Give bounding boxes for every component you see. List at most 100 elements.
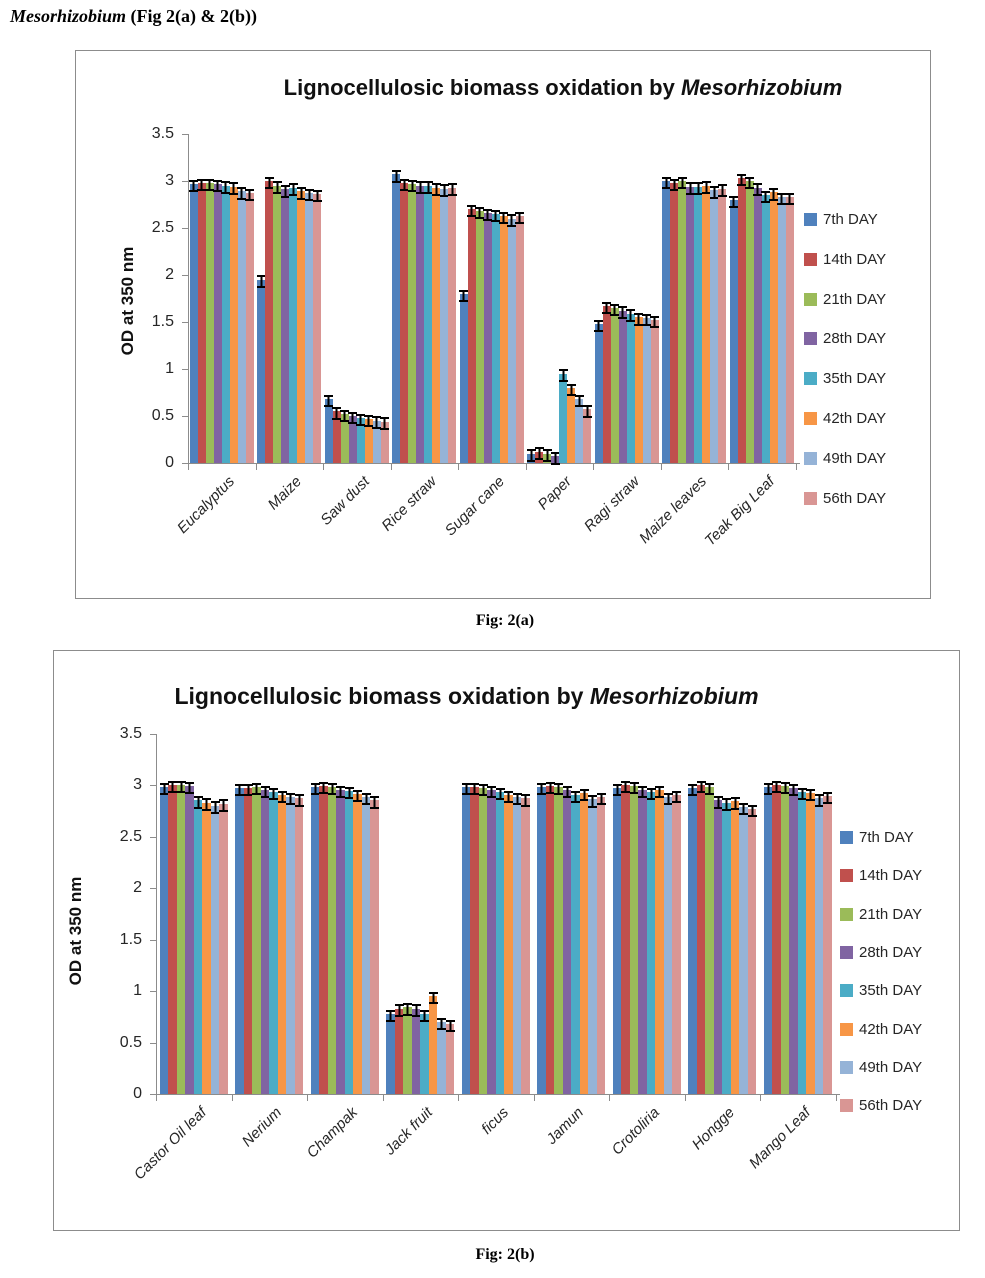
bar [289, 187, 298, 463]
bar [610, 307, 619, 463]
error-bar [445, 1019, 455, 1033]
figure-2b-caption: Fig: 2(b) [475, 1246, 535, 1263]
error-bar [364, 414, 374, 428]
bar [197, 182, 206, 463]
error-bar [558, 369, 568, 382]
x-tick [382, 1095, 384, 1101]
y-tick [150, 1042, 156, 1044]
bar [745, 181, 754, 463]
y-tick [182, 463, 188, 464]
bar [324, 399, 333, 463]
bar [562, 790, 572, 1094]
bar [297, 191, 306, 463]
bar [737, 178, 746, 463]
y-tick-label: 1 [133, 982, 142, 999]
bar [797, 792, 807, 1094]
bar [332, 411, 341, 463]
figure-2a-caption: Fig: 2(a) [475, 612, 535, 629]
y-tick-label: 0.5 [119, 1033, 142, 1051]
y-tick-label: 3 [133, 776, 142, 793]
bar [408, 183, 417, 463]
error-bar [277, 791, 287, 804]
error-bar [761, 190, 771, 204]
error-bar [753, 183, 763, 196]
bar [319, 786, 328, 1094]
error-bar [495, 788, 505, 801]
bar [491, 213, 500, 463]
y-tick [182, 322, 188, 323]
x-tick [458, 1095, 459, 1101]
bar [702, 185, 711, 463]
bar [739, 806, 748, 1094]
error-bar [286, 793, 295, 806]
error-bar [202, 798, 211, 811]
error-bar [280, 185, 290, 198]
error-bar [403, 1003, 412, 1016]
error-bar [688, 783, 697, 797]
bar [392, 174, 401, 463]
bar [189, 183, 198, 463]
y-axis-line [156, 733, 157, 1095]
bar [646, 792, 656, 1094]
bar [729, 199, 738, 463]
error-bar [312, 189, 322, 203]
bar [521, 798, 530, 1094]
x-category-label: Eucalyptus [173, 473, 238, 537]
bar [769, 192, 778, 463]
error-bar [193, 796, 203, 809]
error-bar [256, 275, 266, 288]
legend-swatch [804, 332, 817, 346]
bar [579, 793, 589, 1094]
error-bar [582, 405, 592, 418]
error-bar [661, 176, 671, 190]
bar [305, 193, 314, 463]
x-category-label: Rice straw [378, 473, 441, 535]
error-bar [763, 782, 773, 796]
bar [386, 1013, 395, 1094]
error-bar [499, 211, 509, 224]
bar [344, 791, 354, 1094]
bar [470, 787, 479, 1094]
x-tick [458, 464, 459, 470]
header-genus-name: Mesorhizobium [10, 6, 127, 26]
error-bar [185, 781, 194, 795]
error-bar [713, 796, 723, 809]
y-tick-label: 2.5 [119, 827, 142, 845]
error-bar [739, 802, 748, 815]
legend-label: 42th DAY [823, 410, 887, 427]
error-bar [554, 782, 563, 796]
error-bar [562, 786, 572, 799]
bar [370, 800, 379, 1094]
bar [221, 185, 230, 463]
bar [273, 185, 282, 463]
legend-label: 56th DAY [823, 489, 887, 507]
bar [340, 414, 349, 463]
chart-title-text: Lignocellulosic biomass oxidation by [283, 75, 681, 100]
y-tick-label: 1.5 [119, 930, 142, 948]
error-bar [701, 181, 711, 194]
legend-label: 56th DAY [859, 1097, 923, 1115]
error-bar [176, 780, 186, 794]
error-bar [685, 182, 695, 195]
error-bar [722, 798, 731, 811]
error-bar [361, 793, 371, 806]
error-bar [579, 789, 589, 802]
bar [814, 798, 824, 1094]
bar [269, 792, 278, 1094]
plot-area-2b: 0 0.5 1 1.5 2 2.5 3 3.5 Castor Oil leaf Nerium Cha… [54, 651, 959, 1230]
error-bar [785, 192, 795, 206]
bar [718, 188, 727, 463]
bar [475, 211, 484, 463]
y-tick-label: 3.5 [151, 125, 174, 142]
error-bar [447, 183, 457, 196]
bar [257, 279, 266, 463]
legend-label: 35th DAY [859, 982, 923, 1000]
x-tick [835, 1095, 837, 1101]
error-bar [588, 795, 597, 808]
error-bar [475, 206, 485, 220]
error-bar [672, 791, 681, 804]
error-bar [372, 416, 382, 429]
bar [252, 787, 261, 1094]
error-bar [646, 788, 656, 801]
bar [394, 1008, 404, 1094]
